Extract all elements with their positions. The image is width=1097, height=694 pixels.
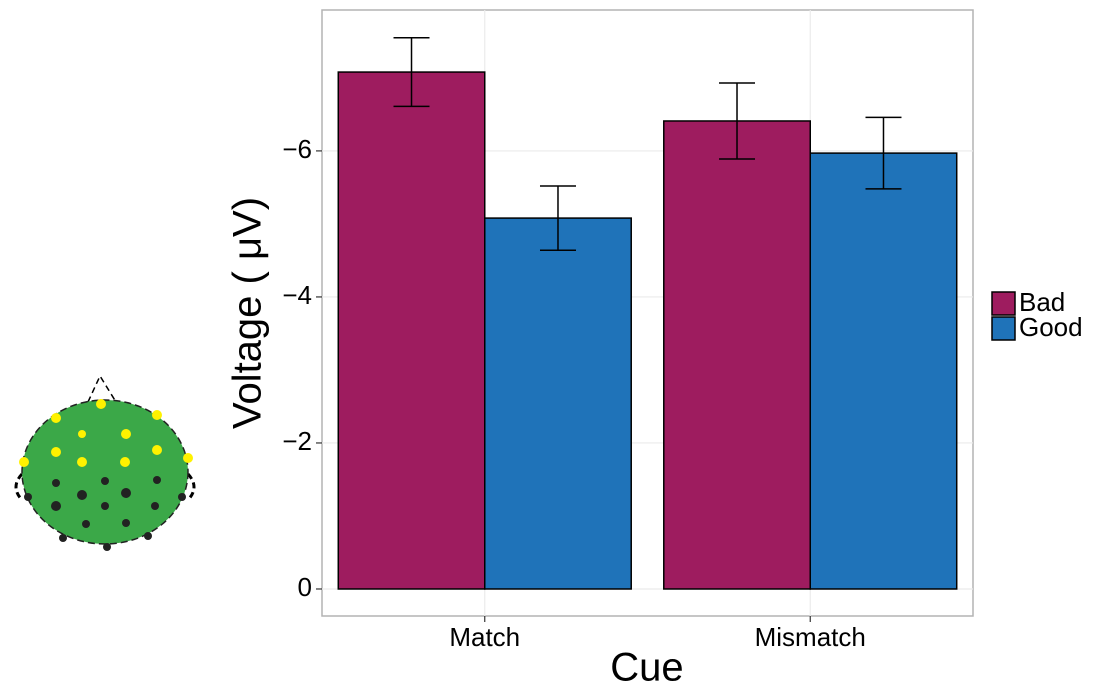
y-axis-title: Voltage ( μV) bbox=[226, 197, 270, 429]
y-tick-label: −4 bbox=[282, 280, 312, 310]
x-axis-title: Cue bbox=[610, 646, 683, 690]
legend-label: Good bbox=[1019, 312, 1083, 342]
chart: Cue Voltage ( μV) 0−2−4−6MatchMismatchBa… bbox=[0, 0, 1097, 694]
y-tick-label: −6 bbox=[282, 134, 312, 164]
bar bbox=[810, 153, 956, 589]
bar bbox=[338, 72, 484, 589]
legend-swatch bbox=[992, 317, 1015, 340]
bar bbox=[485, 218, 631, 589]
bar bbox=[664, 121, 810, 589]
y-tick-label: −2 bbox=[282, 426, 312, 456]
head-map bbox=[16, 376, 194, 551]
y-tick-label: 0 bbox=[298, 572, 312, 602]
legend-swatch bbox=[992, 292, 1015, 315]
x-tick-label: Mismatch bbox=[755, 622, 866, 652]
x-tick-label: Match bbox=[449, 622, 520, 652]
